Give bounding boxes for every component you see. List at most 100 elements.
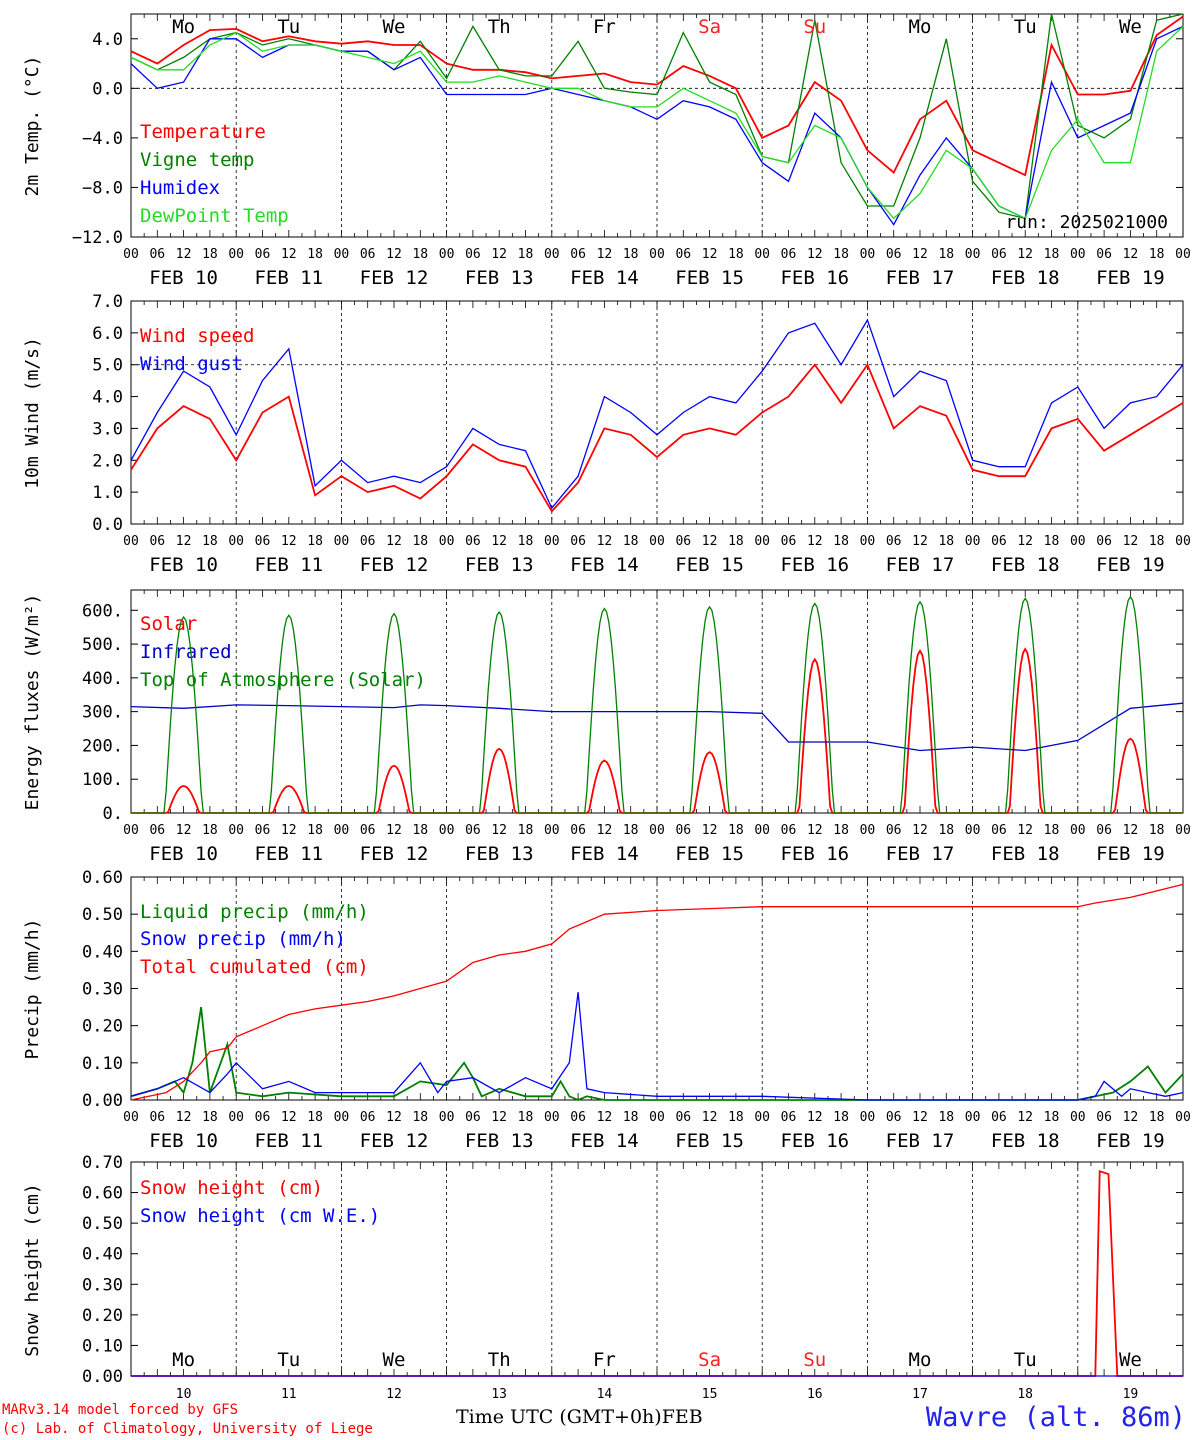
hour-label: 12 [597, 534, 613, 549]
weekday-label-bottom: Sa [698, 1349, 721, 1371]
hour-label: 06 [255, 534, 271, 549]
weekday-label-top: Mo [909, 16, 932, 38]
hour-label: 12 [912, 247, 928, 262]
weekday-label-top: We [1119, 16, 1142, 38]
hour-label: 00 [334, 247, 350, 262]
hour-label: 06 [360, 823, 376, 838]
hour-label: 18 [202, 823, 218, 838]
date-label: FEB 13 [465, 1130, 534, 1152]
date-label: FEB 16 [780, 554, 849, 576]
hour-label: 06 [570, 534, 586, 549]
hour-label: 12 [1017, 1110, 1033, 1125]
date-label: FEB 15 [675, 1130, 744, 1152]
hour-label: 06 [886, 247, 902, 262]
series-infrared [130, 702, 1184, 752]
hour-label: 18 [938, 823, 954, 838]
y-tick-label: 0.50 [82, 905, 123, 925]
panel-4: 0.60 0.50 0.40 0.30 0.20 0.10 0.00 Precip (mm/h… [22, 868, 1191, 1152]
hour-label: 00 [334, 1110, 350, 1125]
legend-entry: Infrared [140, 641, 232, 663]
y-tick-label: 0.0 [92, 79, 123, 99]
y-tick-label: 0.0 [92, 515, 123, 535]
series-vigne-temp [130, 13, 1184, 220]
hour-label: 12 [1123, 247, 1139, 262]
hour-label: 00 [228, 534, 244, 549]
date-label: FEB 17 [886, 267, 955, 289]
y-tick-label: 0.30 [82, 1275, 123, 1295]
hour-label: 06 [465, 823, 481, 838]
y-tick-label: 2.0 [92, 451, 123, 471]
hour-label: 00 [754, 1110, 770, 1125]
legend-entry: Liquid precip (mm/h) [140, 901, 369, 923]
weekday-label-bottom: Fr [593, 1349, 616, 1371]
weekday-label-top: We [383, 16, 406, 38]
hour-label: 12 [281, 534, 297, 549]
hour-label: 12 [386, 823, 402, 838]
hour-label: 06 [886, 1110, 902, 1125]
date-label: FEB 17 [886, 1130, 955, 1152]
hour-label: 18 [307, 1110, 323, 1125]
hour-label: 12 [386, 247, 402, 262]
date-label: FEB 12 [360, 554, 429, 576]
hour-label: 00 [439, 823, 455, 838]
hour-label: 06 [1096, 823, 1112, 838]
date-label: FEB 17 [886, 554, 955, 576]
hour-label: 00 [649, 823, 665, 838]
hour-label: 18 [307, 823, 323, 838]
date-label: FEB 11 [254, 1130, 323, 1152]
hour-label: 00 [965, 247, 981, 262]
series-top-of-atmosphere-solar [131, 595, 1183, 814]
day-number: 15 [702, 1387, 718, 1402]
plot-frame [130, 589, 1184, 814]
hour-label: 12 [176, 823, 192, 838]
weekday-label-top: Sa [698, 16, 721, 38]
weekday-label-top: Tu [1014, 16, 1037, 38]
date-label: FEB 11 [254, 554, 323, 576]
hour-label: 12 [807, 1110, 823, 1125]
hour-label: 12 [491, 247, 507, 262]
hour-label: 12 [386, 534, 402, 549]
date-label: FEB 12 [360, 843, 429, 865]
hour-label: 06 [991, 534, 1007, 549]
day-number: 16 [807, 1387, 823, 1402]
time-axis-title: Time UTC (GMT+0h) [456, 1406, 662, 1428]
hour-label: 12 [281, 1110, 297, 1125]
date-label: FEB 14 [570, 843, 639, 865]
date-label: FEB 19 [1096, 554, 1165, 576]
hour-label: 06 [255, 1110, 271, 1125]
panel-3: 600. 500. 400. 300. 200. 100. 0. Energy fluxes … [22, 589, 1191, 865]
hour-label: 06 [1096, 1110, 1112, 1125]
series-total-cumulated-cm [130, 883, 1184, 1101]
series-wind-speed [130, 362, 1184, 513]
hour-label: 06 [570, 247, 586, 262]
hour-label: 06 [360, 247, 376, 262]
hour-label: 00 [123, 247, 139, 262]
panel-1: 4.0 0.0 −4.0 −8.0 −12.0 2m Temp. (°C) 00 06 12 18… [22, 13, 1191, 289]
hour-label: 06 [1096, 247, 1112, 262]
hour-label: 06 [1096, 534, 1112, 549]
hour-label: 00 [439, 1110, 455, 1125]
y-tick-label: 0.20 [82, 1017, 123, 1037]
lab-credit: (c) Lab. of Climatology, University of L… [2, 1421, 373, 1437]
hour-label: 00 [123, 1110, 139, 1125]
hour-label: 18 [412, 1110, 428, 1125]
hour-label: 00 [754, 534, 770, 549]
date-label: FEB 13 [465, 554, 534, 576]
hour-label: 00 [334, 534, 350, 549]
hour-label: 12 [1123, 1110, 1139, 1125]
hour-label: 06 [465, 534, 481, 549]
weekday-label-bottom: Th [488, 1349, 511, 1371]
series-snow-precip-mm-h [130, 992, 1184, 1101]
hour-label: 18 [1149, 534, 1165, 549]
date-label: FEB 13 [465, 267, 534, 289]
hour-label: 06 [675, 1110, 691, 1125]
hour-label: 06 [991, 1110, 1007, 1125]
hour-label: 18 [728, 823, 744, 838]
hour-label: 12 [491, 534, 507, 549]
date-label: FEB 14 [570, 1130, 639, 1152]
day-number: 10 [176, 1387, 192, 1402]
hour-label: 00 [544, 247, 560, 262]
plot-frame [130, 13, 1184, 238]
hour-label: 12 [1123, 534, 1139, 549]
day-number: 18 [1017, 1387, 1033, 1402]
